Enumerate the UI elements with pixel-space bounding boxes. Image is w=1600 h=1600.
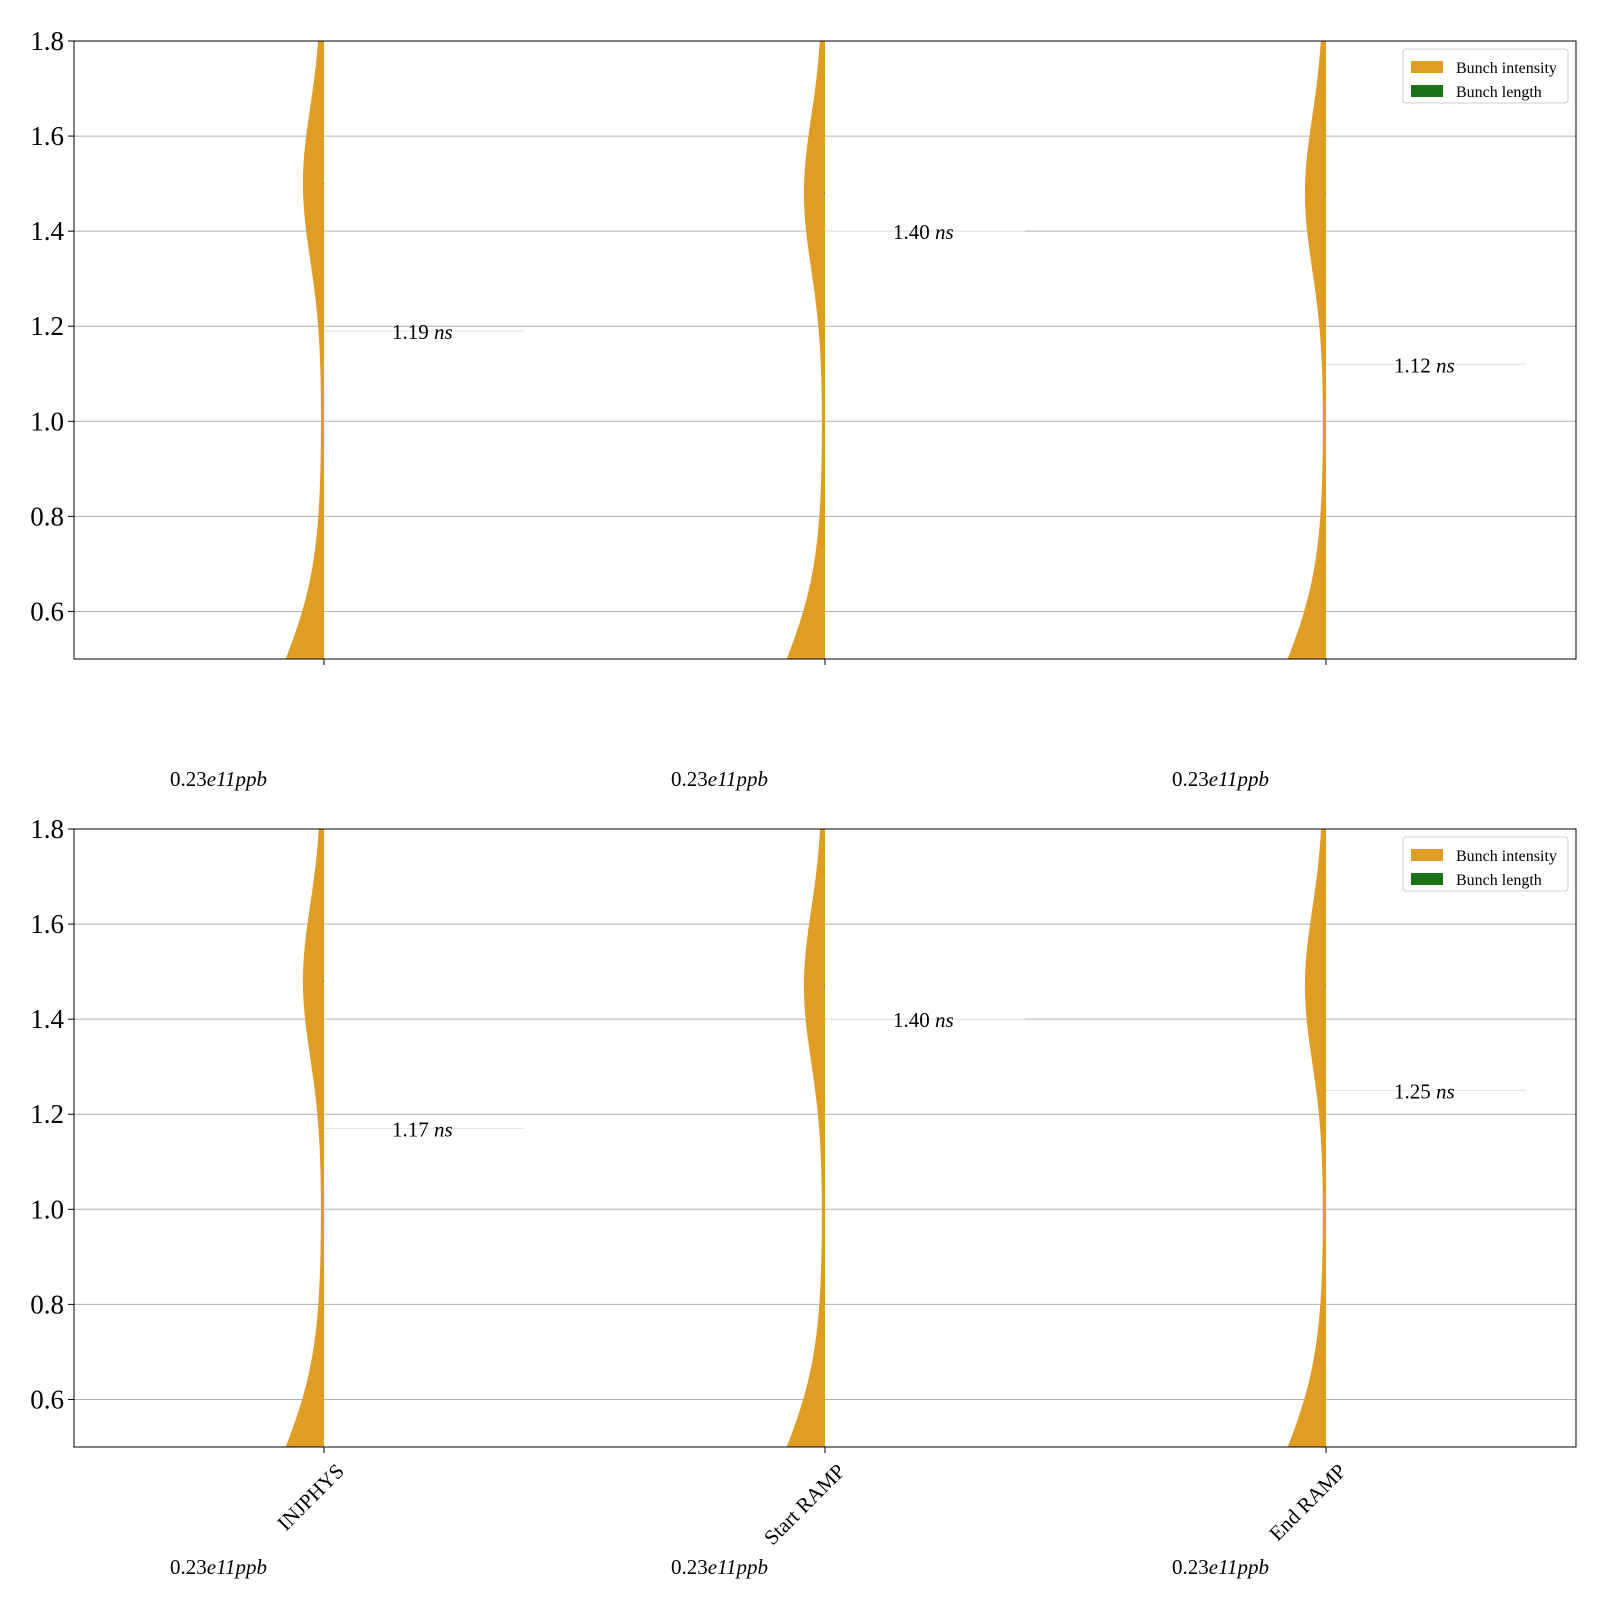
bunch-intensity-value-label: 0.23e11ppb bbox=[1172, 767, 1269, 791]
bunch-intensity-unit: ppb bbox=[1236, 767, 1270, 791]
bunch-intensity-unit: ppb bbox=[234, 1555, 268, 1579]
bunch-length-unit: ns bbox=[434, 320, 453, 344]
bunch-intensity-exponent: e11 bbox=[708, 767, 737, 791]
bunch-intensity-value-label: 0.23e11ppb bbox=[671, 1555, 768, 1579]
violin-bunch-intensity bbox=[1287, 41, 1326, 659]
y-tick-label: 1.2 bbox=[30, 1099, 64, 1129]
bunch-intensity-unit: ppb bbox=[735, 767, 769, 791]
legend-swatch-bunch-length bbox=[1411, 873, 1443, 885]
bunch-intensity-value-label: 0.23e11ppb bbox=[671, 767, 768, 791]
legend-label-bunch-length: Bunch length bbox=[1456, 84, 1542, 101]
bunch-intensity-exponent: e11 bbox=[1209, 767, 1238, 791]
bunch-length-value: 1.40 bbox=[893, 220, 930, 244]
x-category-label: Start RAMP bbox=[759, 1459, 850, 1550]
legend-label-bunch-length: Bunch length bbox=[1456, 872, 1542, 889]
violin-bunch-intensity bbox=[285, 41, 324, 659]
plot-frame bbox=[73, 828, 1577, 1448]
bunch-length-unit: ns bbox=[935, 1008, 954, 1032]
bunch-length-value: 1.25 bbox=[1394, 1079, 1431, 1103]
y-tick-label: 0.8 bbox=[30, 1289, 64, 1319]
bunch-intensity-value-label: 0.23e11ppb bbox=[170, 767, 267, 791]
bunch-length-value-label: 1.12 ns bbox=[1394, 353, 1455, 377]
y-tick-label: 1.4 bbox=[30, 216, 64, 246]
bunch-length-value: 1.19 bbox=[392, 320, 429, 344]
violin-bunch-intensity bbox=[285, 829, 324, 1447]
bunch-length-value-label: 1.17 ns bbox=[392, 1117, 453, 1141]
bunch-length-unit: ns bbox=[434, 1117, 453, 1141]
bunch-intensity-exponent: e11 bbox=[708, 1555, 737, 1579]
bunch-intensity-exponent: e11 bbox=[1209, 1555, 1238, 1579]
bunch-length-unit: ns bbox=[935, 220, 954, 244]
bunch-intensity-value: 0.23 bbox=[170, 767, 207, 791]
bunch-intensity-exponent: e11 bbox=[207, 1555, 236, 1579]
bunch-intensity-value: 0.23 bbox=[671, 767, 708, 791]
bunch-intensity-value: 0.23 bbox=[1172, 767, 1209, 791]
y-tick-label: 1.2 bbox=[30, 311, 64, 341]
legend-box bbox=[1402, 48, 1569, 104]
bunch-intensity-value-label: 0.23e11ppb bbox=[1172, 1555, 1269, 1579]
bunch-length-unit: ns bbox=[1436, 1079, 1455, 1103]
bunch-intensity-value: 0.23 bbox=[170, 1555, 207, 1579]
y-tick-label: 0.8 bbox=[30, 501, 64, 531]
y-tick-label: 0.6 bbox=[30, 596, 64, 626]
bunch-intensity-unit: ppb bbox=[234, 767, 268, 791]
y-tick-label: 1.6 bbox=[30, 909, 64, 939]
legend: Bunch intensity Bunch length bbox=[1402, 48, 1569, 104]
violin-bunch-intensity bbox=[786, 41, 825, 659]
y-tick-label: 1.0 bbox=[30, 1194, 64, 1224]
y-tick-label: 1.4 bbox=[30, 1004, 64, 1034]
x-category-label: End RAMP bbox=[1264, 1459, 1351, 1546]
legend-box bbox=[1402, 836, 1569, 892]
bunch-intensity-unit: ppb bbox=[735, 1555, 769, 1579]
legend: Bunch intensity Bunch length bbox=[1402, 836, 1569, 892]
bunch-length-value-label: 1.19 ns bbox=[392, 320, 453, 344]
y-tick-label: 1.8 bbox=[30, 814, 64, 844]
legend-swatch-bunch-intensity bbox=[1411, 61, 1443, 73]
violins-group bbox=[285, 829, 1526, 1447]
plot-frame bbox=[73, 40, 1577, 660]
bunch-intensity-value-label: 0.23e11ppb bbox=[170, 1555, 267, 1579]
bunch-intensity-unit: ppb bbox=[1236, 1555, 1270, 1579]
y-tick-label: 1.0 bbox=[30, 406, 64, 436]
violin-chart-panel-2: 0.60.81.01.21.41.61.81.17 ns0.23e11ppbIN… bbox=[30, 814, 1577, 1579]
violin-bunch-intensity bbox=[1287, 829, 1326, 1447]
legend-swatch-bunch-length bbox=[1411, 85, 1443, 97]
x-category-label: INJPHYS bbox=[272, 1459, 348, 1535]
violin-chart-panel-1: 0.60.81.01.21.41.61.81.19 ns0.23e11ppb1.… bbox=[30, 26, 1577, 791]
bunch-length-unit: ns bbox=[1436, 353, 1455, 377]
bunch-length-value: 1.40 bbox=[893, 1008, 930, 1032]
bunch-intensity-exponent: e11 bbox=[207, 767, 236, 791]
y-tick-label: 1.8 bbox=[30, 26, 64, 56]
bunch-length-value-label: 1.40 ns bbox=[893, 1008, 954, 1032]
bunch-length-value-label: 1.40 ns bbox=[893, 220, 954, 244]
violins-group bbox=[285, 41, 1526, 659]
y-tick-label: 0.6 bbox=[30, 1384, 64, 1414]
bunch-length-value: 1.12 bbox=[1394, 353, 1431, 377]
bunch-length-value: 1.17 bbox=[392, 1117, 429, 1141]
legend-label-bunch-intensity: Bunch intensity bbox=[1456, 60, 1557, 77]
y-tick-label: 1.6 bbox=[30, 121, 64, 151]
legend-label-bunch-intensity: Bunch intensity bbox=[1456, 848, 1557, 865]
legend-swatch-bunch-intensity bbox=[1411, 849, 1443, 861]
bunch-intensity-value: 0.23 bbox=[671, 1555, 708, 1579]
bunch-length-value-label: 1.25 ns bbox=[1394, 1079, 1455, 1103]
violin-bunch-intensity bbox=[786, 829, 825, 1447]
bunch-intensity-value: 0.23 bbox=[1172, 1555, 1209, 1579]
